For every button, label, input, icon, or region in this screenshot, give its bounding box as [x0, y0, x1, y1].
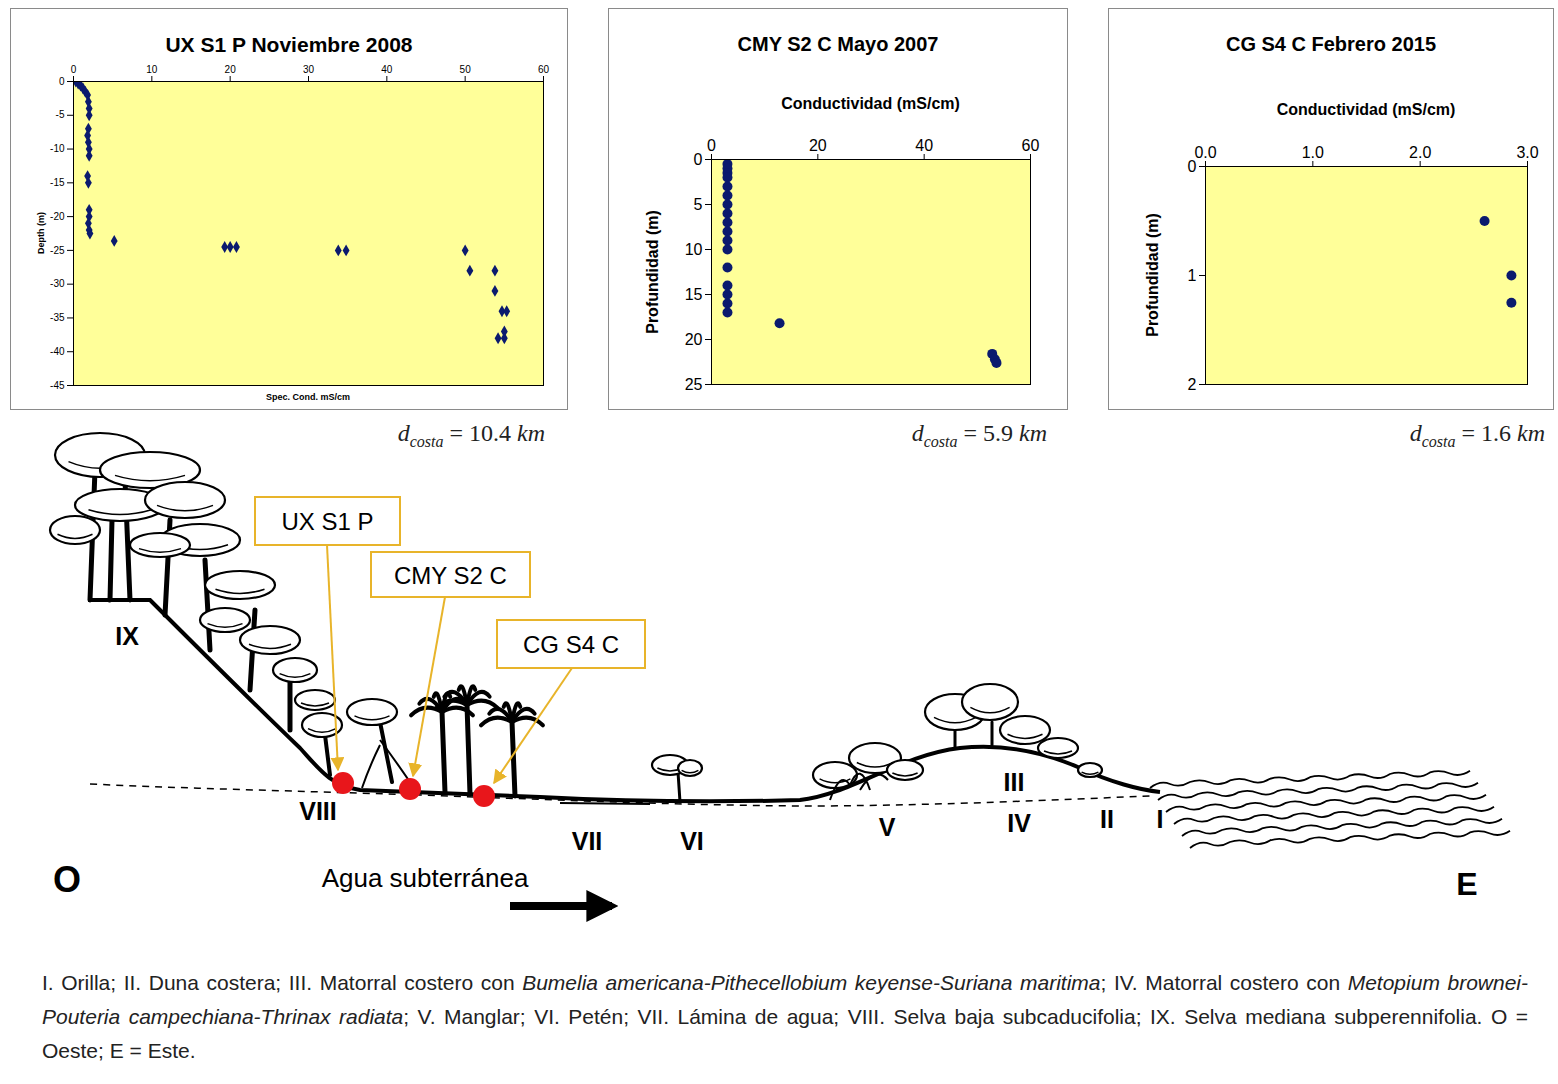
svg-text:0.0: 0.0 [1194, 144, 1216, 161]
html-text:dcosta= 10.4 km: dcosta= 10.4 km [397, 420, 545, 450]
svg-text:O: O [53, 859, 81, 900]
svg-text:-45: -45 [50, 380, 65, 391]
svg-text:10: 10 [146, 64, 158, 75]
svg-text:10: 10 [685, 241, 703, 258]
svg-text:60: 60 [1022, 137, 1040, 154]
html-text:Depth (m): Depth (m) [36, 212, 46, 254]
svg-text:20: 20 [809, 137, 827, 154]
svg-text:2: 2 [1188, 376, 1197, 393]
svg-text:0: 0 [694, 151, 703, 168]
svg-text:0: 0 [59, 76, 65, 87]
svg-text:3.0: 3.0 [1516, 144, 1538, 161]
svg-text:V: V [879, 813, 896, 841]
svg-text:CG S4 C: CG S4 C [523, 631, 619, 658]
svg-text:II: II [1100, 805, 1114, 833]
html-text:I. Orilla; II. Duna costera; I: I. Orilla; II. Duna costera; III. Matorr… [42, 971, 1528, 1062]
svg-text:-5: -5 [56, 109, 65, 120]
svg-text:1: 1 [1188, 267, 1197, 284]
svg-text:-15: -15 [50, 177, 65, 188]
svg-text:1.0: 1.0 [1302, 144, 1324, 161]
svg-text:50: 50 [460, 64, 472, 75]
svg-text:40: 40 [915, 137, 933, 154]
svg-text:20: 20 [685, 331, 703, 348]
svg-text:VI: VI [680, 827, 704, 855]
svg-text:40: 40 [381, 64, 393, 75]
svg-text:-20: -20 [50, 211, 65, 222]
html-text:Profundidad (m): Profundidad (m) [644, 209, 661, 334]
svg-text:20: 20 [225, 64, 237, 75]
svg-text:2.0: 2.0 [1409, 144, 1431, 161]
html-text:UX S1 P Noviembre 2008: UX S1 P Noviembre 2008 [165, 33, 413, 56]
svg-text:-25: -25 [50, 245, 65, 256]
svg-text:CMY S2 C: CMY S2 C [394, 562, 507, 589]
svg-text:IV: IV [1007, 809, 1031, 837]
svg-text:0: 0 [71, 64, 77, 75]
html-text:dcosta= 1.6 km: dcosta= 1.6 km [1409, 420, 1545, 450]
svg-text:5: 5 [694, 196, 703, 213]
html-text:Profundidad (m): Profundidad (m) [1144, 213, 1161, 337]
svg-text:UX S1 P: UX S1 P [281, 508, 373, 535]
html-text:CG S4 C Febrero 2015: CG S4 C Febrero 2015 [1226, 33, 1436, 55]
svg-text:0: 0 [1187, 157, 1197, 175]
html-text:Conductividad (mS/cm): Conductividad (mS/cm) [1276, 101, 1456, 118]
svg-text:15: 15 [685, 286, 703, 303]
svg-text:III: III [1004, 768, 1025, 796]
svg-text:-35: -35 [50, 312, 65, 323]
svg-text:IX: IX [115, 622, 139, 650]
svg-text:-10: -10 [50, 143, 65, 154]
svg-text:30: 30 [303, 64, 315, 75]
svg-text:VII: VII [572, 827, 603, 855]
svg-text:-40: -40 [50, 346, 65, 357]
svg-text:-30: -30 [50, 278, 65, 289]
svg-text:Agua subterránea: Agua subterránea [322, 863, 529, 893]
html-text:CMY S2 C Mayo 2007: CMY S2 C Mayo 2007 [737, 33, 939, 55]
html-text:Spec. Cond. mS/cm: Spec. Cond. mS/cm [266, 392, 350, 402]
svg-text:E: E [1456, 866, 1477, 902]
html-text:dcosta= 5.9 km: dcosta= 5.9 km [911, 420, 1047, 450]
svg-text:25: 25 [685, 376, 703, 393]
html-text:Conductividad (mS/cm): Conductividad (mS/cm) [781, 95, 960, 112]
svg-text:60: 60 [538, 64, 550, 75]
svg-text:0: 0 [707, 137, 716, 154]
svg-text:VIII: VIII [299, 797, 337, 825]
svg-text:I: I [1157, 805, 1164, 833]
